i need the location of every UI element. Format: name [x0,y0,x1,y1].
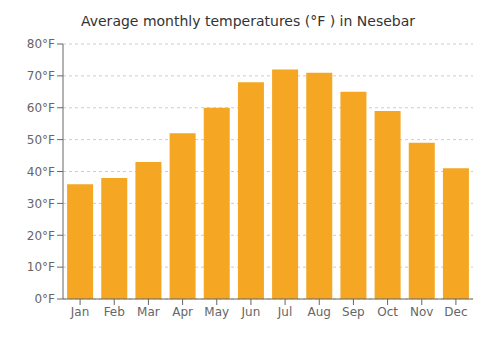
svg-text:Sep: Sep [342,305,365,319]
svg-text:Mar: Mar [137,305,160,319]
svg-text:Aug: Aug [308,305,331,319]
svg-text:60°F: 60°F [27,101,55,115]
svg-text:40°F: 40°F [27,165,55,179]
svg-text:10°F: 10°F [27,260,55,274]
svg-text:May: May [204,305,229,319]
svg-text:Oct: Oct [377,305,398,319]
svg-text:Apr: Apr [172,305,193,319]
svg-text:20°F: 20°F [27,229,55,243]
svg-text:70°F: 70°F [27,69,55,83]
svg-text:30°F: 30°F [27,197,55,211]
svg-text:Dec: Dec [444,305,467,319]
svg-text:Feb: Feb [104,305,125,319]
svg-text:Jul: Jul [277,305,292,319]
html-text:Average monthly temperatures (: Average monthly temperatures (°F ) in Ne… [81,13,415,29]
svg-text:0°F: 0°F [34,292,55,306]
svg-text:Jan: Jan [70,305,90,319]
svg-text:80°F: 80°F [27,37,55,51]
svg-text:Nov: Nov [410,305,433,319]
svg-text:Jun: Jun [241,305,261,319]
svg-text:50°F: 50°F [27,133,55,147]
